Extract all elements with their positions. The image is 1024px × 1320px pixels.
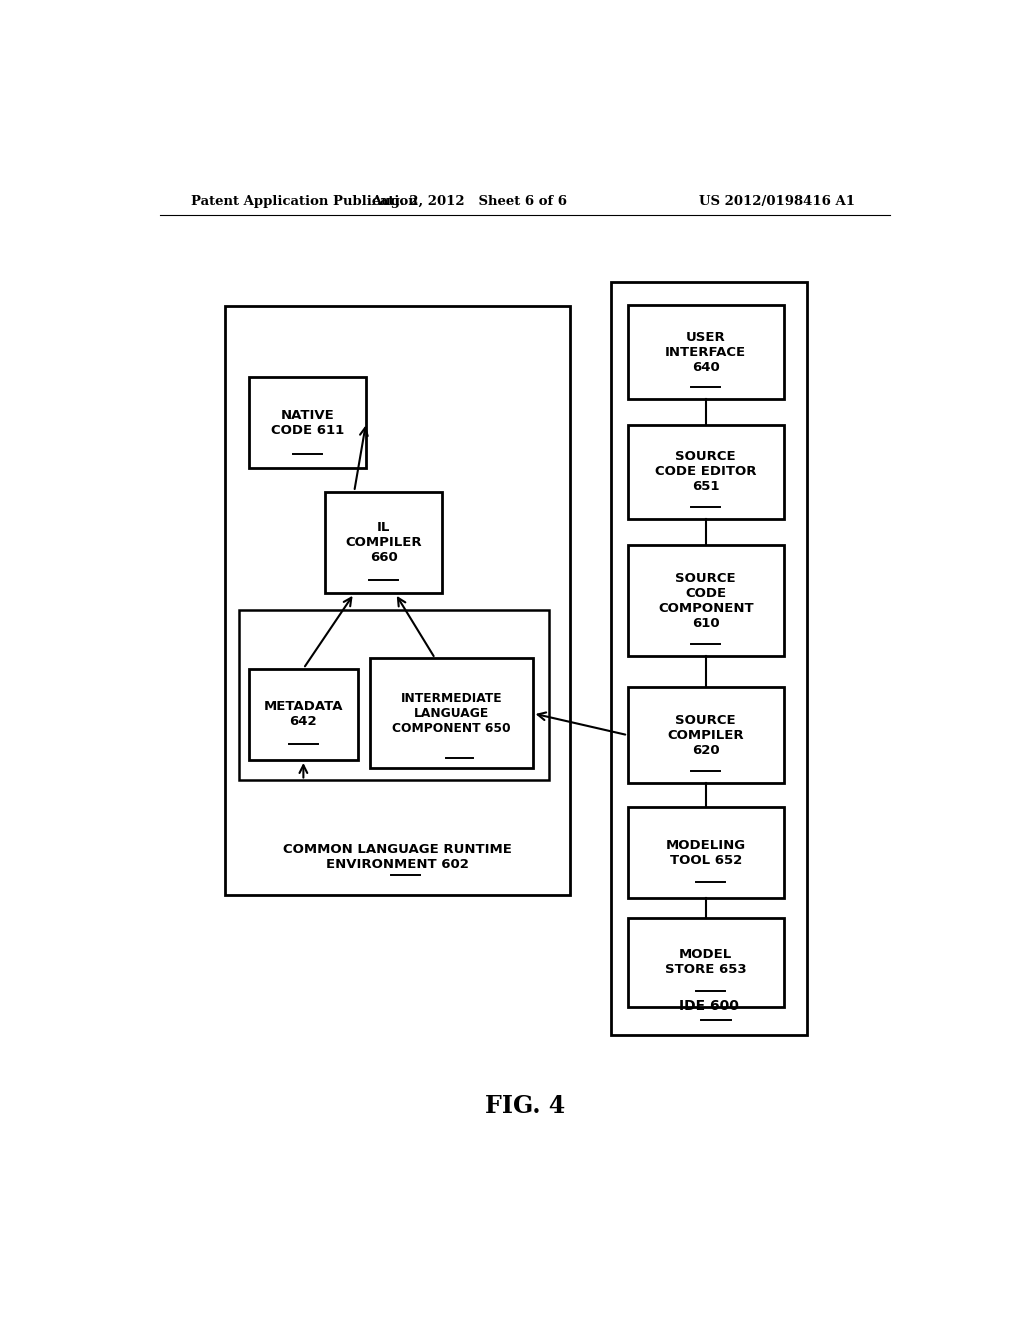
Text: MODELING
TOOL 652: MODELING TOOL 652 bbox=[666, 838, 745, 867]
Bar bbox=[628, 545, 783, 656]
Bar bbox=[610, 282, 807, 1035]
Text: Patent Application Publication: Patent Application Publication bbox=[191, 194, 418, 207]
Text: COMMON LANGUAGE RUNTIME
ENVIRONMENT 602: COMMON LANGUAGE RUNTIME ENVIRONMENT 602 bbox=[283, 842, 512, 871]
Text: FIG. 4: FIG. 4 bbox=[484, 1094, 565, 1118]
Text: INTERMEDIATE
LANGUAGE
COMPONENT 650: INTERMEDIATE LANGUAGE COMPONENT 650 bbox=[392, 692, 511, 735]
Bar bbox=[249, 378, 367, 469]
Text: IL
COMPILER
660: IL COMPILER 660 bbox=[345, 521, 422, 564]
Bar bbox=[370, 659, 532, 768]
Text: SOURCE
CODE
COMPONENT
610: SOURCE CODE COMPONENT 610 bbox=[658, 572, 754, 630]
Bar bbox=[240, 610, 549, 780]
Bar bbox=[249, 669, 358, 760]
Text: SOURCE
CODE EDITOR
651: SOURCE CODE EDITOR 651 bbox=[655, 450, 757, 494]
Text: SOURCE
COMPILER
620: SOURCE COMPILER 620 bbox=[668, 714, 744, 756]
Text: MODEL
STORE 653: MODEL STORE 653 bbox=[665, 948, 746, 977]
Bar bbox=[628, 807, 783, 899]
Text: IDE 600: IDE 600 bbox=[679, 999, 739, 1012]
Text: NATIVE
CODE 611: NATIVE CODE 611 bbox=[270, 409, 344, 437]
Bar bbox=[628, 686, 783, 784]
Bar bbox=[628, 305, 783, 399]
Text: METADATA
642: METADATA 642 bbox=[263, 701, 343, 729]
Bar bbox=[628, 917, 783, 1007]
Text: USER
INTERFACE
640: USER INTERFACE 640 bbox=[666, 330, 746, 374]
Text: Aug. 2, 2012   Sheet 6 of 6: Aug. 2, 2012 Sheet 6 of 6 bbox=[372, 194, 567, 207]
Bar bbox=[628, 425, 783, 519]
Text: US 2012/0198416 A1: US 2012/0198416 A1 bbox=[699, 194, 855, 207]
Bar bbox=[225, 306, 570, 895]
Bar bbox=[325, 492, 442, 594]
